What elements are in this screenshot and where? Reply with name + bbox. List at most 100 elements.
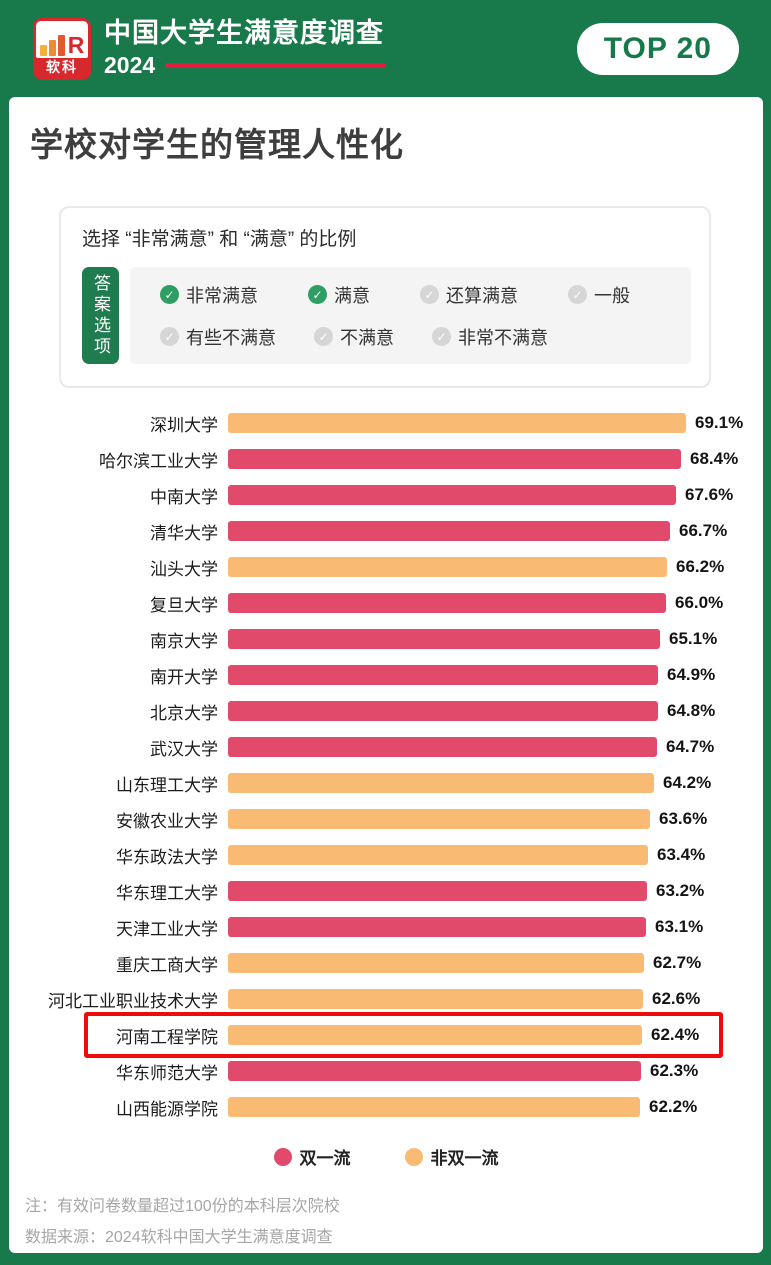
value-label: 63.4% — [657, 845, 706, 865]
bar-row-18-highlighted: 河南工程学院 62.4% — [9, 1012, 763, 1059]
bar-row-5: 汕头大学 66.2% — [9, 549, 763, 585]
value-label: 66.0% — [675, 593, 724, 613]
university-name: 安徽农业大学 — [116, 811, 218, 831]
bar-row-8: 南开大学 64.9% — [9, 657, 763, 693]
value-bar — [228, 1061, 641, 1082]
footer-note: 注：有效问卷数量超过100份的本科层次院校 — [25, 1198, 340, 1216]
check-icon-unselected: ✓ — [420, 285, 439, 305]
bar-chart: 深圳大学 69.1% 哈尔滨工业大学 68.4% 中南大学 67.6% 清华大学 66.7% 汕… — [9, 405, 763, 1125]
value-label: 65.1% — [669, 629, 718, 649]
bar-row-12: 安徽农业大学 63.6% — [9, 801, 763, 837]
value-label: 64.8% — [667, 701, 716, 721]
value-bar — [228, 773, 654, 794]
value-label: 62.2% — [649, 1097, 698, 1117]
bar-row-16: 重庆工商大学 62.7% — [9, 945, 763, 981]
check-icon-unselected: ✓ — [432, 327, 451, 347]
answer-option: ✓ 非常不满意 — [432, 324, 548, 350]
value-bar — [228, 845, 648, 866]
legend-label: 非双一流 — [430, 1149, 499, 1169]
answer-options-tag: 答案选项 — [82, 267, 119, 365]
logo-r-glyph: R — [67, 31, 85, 58]
header: R 软科 中国大学生满意度调查 2024 TOP 20 — [0, 0, 771, 97]
bar-chart-logo-icon: R — [36, 20, 88, 58]
year-row: 2024 — [104, 52, 386, 79]
legend-label: 双一流 — [299, 1149, 351, 1169]
legend-dot-icon — [273, 1147, 292, 1166]
bar-row-11: 山东理工大学 64.2% — [9, 765, 763, 801]
value-label: 62.7% — [653, 953, 702, 973]
red-underline — [165, 63, 386, 69]
bar-row-4: 清华大学 66.7% — [9, 513, 763, 549]
university-name: 南开大学 — [150, 667, 218, 687]
answer-options-box: 选择 “非常满意” 和 “满意” 的比例 答案选项 ✓ 非常满意 ✓ 满意 ✓ 还算满意 ✓… — [59, 206, 711, 389]
value-bar — [228, 1097, 640, 1118]
bar-row-14: 华东理工大学 63.2% — [9, 873, 763, 909]
value-bar — [228, 449, 681, 470]
bar-row-3: 中南大学 67.6% — [9, 477, 763, 513]
logo-bar-icon — [39, 44, 47, 56]
value-label: 62.6% — [652, 989, 701, 1009]
bar-row-20: 山西能源学院 62.2% — [9, 1089, 763, 1125]
logo-bar-icon — [57, 34, 65, 56]
value-label: 64.7% — [666, 737, 715, 757]
bar-row-10: 武汉大学 64.7% — [9, 729, 763, 765]
university-name: 北京大学 — [150, 703, 218, 723]
chart-legend: 双一流 非双一流 — [9, 1144, 763, 1169]
options-row-1: ✓ 非常满意 ✓ 满意 ✓ 还算满意 ✓ 一般 — [160, 282, 691, 308]
university-name: 山西能源学院 — [116, 1099, 218, 1119]
university-name: 山东理工大学 — [116, 775, 218, 795]
university-name: 武汉大学 — [150, 739, 218, 759]
value-label: 66.7% — [679, 521, 728, 541]
value-bar — [228, 953, 644, 974]
bar-row-17: 河北工业职业技术大学 62.6% — [9, 981, 763, 1017]
value-bar — [228, 521, 670, 542]
university-name: 天津工业大学 — [116, 919, 218, 939]
logo-bar-icon — [48, 39, 56, 56]
university-name: 华东理工大学 — [116, 883, 218, 903]
answer-option: ✓ 满意 — [308, 282, 370, 308]
survey-title: 中国大学生满意度调查 — [104, 17, 384, 48]
value-label: 67.6% — [685, 485, 734, 505]
options-body: 答案选项 ✓ 非常满意 ✓ 满意 ✓ 还算满意 ✓ 一般 ✓ 有些不满意 ✓ 不满意 ✓ 非常不满意 — [82, 267, 691, 365]
university-name: 复旦大学 — [150, 595, 218, 615]
value-label: 69.1% — [695, 413, 744, 433]
value-bar — [228, 809, 650, 830]
bar-row-2: 哈尔滨工业大学 68.4% — [9, 441, 763, 477]
answer-option-label: 不满意 — [340, 327, 394, 348]
university-name: 南京大学 — [150, 631, 218, 651]
check-icon-selected: ✓ — [160, 285, 179, 305]
check-icon-unselected: ✓ — [568, 285, 587, 305]
value-label: 66.2% — [676, 557, 725, 577]
value-label: 63.2% — [656, 881, 705, 901]
content-card: 学校对学生的管理人性化 选择 “非常满意” 和 “满意” 的比例 答案选项 ✓ 非… — [9, 97, 763, 1253]
answer-option: ✓ 一般 — [568, 282, 630, 308]
brand-name: 软科 — [46, 58, 78, 75]
check-icon-unselected: ✓ — [160, 327, 179, 347]
answer-option: ✓ 不满意 — [314, 324, 394, 350]
top20-badge: TOP 20 — [576, 22, 739, 75]
answer-option: ✓ 有些不满意 — [160, 324, 276, 350]
value-bar — [228, 881, 647, 902]
university-name: 河北工业职业技术大学 — [48, 991, 218, 1011]
bar-row-9: 北京大学 64.8% — [9, 693, 763, 729]
university-name: 河南工程学院 — [116, 1027, 218, 1047]
value-label: 62.3% — [650, 1061, 699, 1081]
bar-row-15: 天津工业大学 63.1% — [9, 909, 763, 945]
university-name: 华东师范大学 — [116, 1063, 218, 1083]
header-titles: 中国大学生满意度调查 2024 — [104, 17, 386, 79]
value-bar — [228, 413, 686, 434]
footer-source: 数据来源：2024软科中国大学生满意度调查 — [25, 1229, 333, 1247]
value-label: 62.4% — [651, 1025, 700, 1045]
bar-row-19: 华东师范大学 62.3% — [9, 1053, 763, 1089]
value-bar — [228, 593, 666, 614]
page-title: 学校对学生的管理人性化 — [30, 126, 404, 163]
value-bar — [228, 917, 646, 938]
value-label: 63.1% — [655, 917, 704, 937]
answer-option-label: 非常满意 — [186, 285, 258, 306]
check-icon-selected: ✓ — [308, 285, 327, 305]
check-icon-unselected: ✓ — [314, 327, 333, 347]
bar-row-7: 南京大学 65.1% — [9, 621, 763, 657]
legend-item: 双一流 — [273, 1144, 351, 1169]
university-name: 清华大学 — [150, 523, 218, 543]
